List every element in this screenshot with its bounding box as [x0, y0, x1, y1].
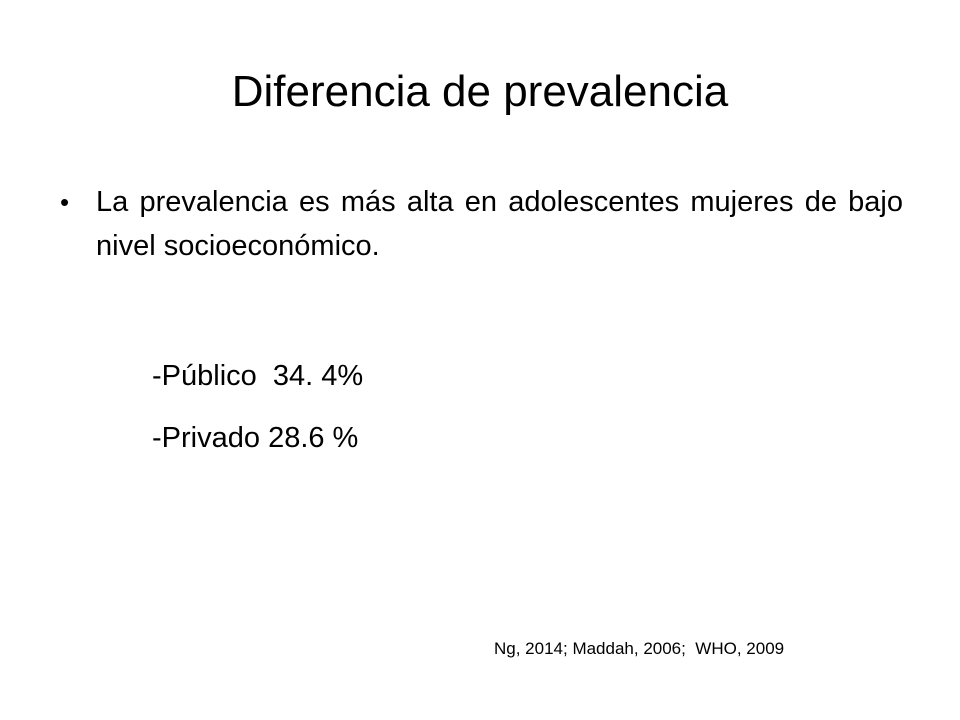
publico-line: -Público 34. 4% [152, 356, 363, 396]
bullet-marker: • [60, 187, 70, 217]
publico-value: 34. 4% [272, 360, 364, 392]
citation: Ng, 2014; Maddah, 2006; WHO, 2009 [494, 639, 785, 658]
bullet-text: La prevalencia es más alta en adolescent… [96, 186, 903, 262]
publico-label: -Público [152, 360, 257, 392]
privado-line: -Privado 28.6 % [152, 418, 358, 458]
privado-value: 28.6 % [268, 422, 359, 454]
bullet-item: • La prevalencia es más alta en adolesce… [60, 180, 903, 268]
slide-title: Diferencia de prevalencia [231, 67, 729, 116]
privado-label: -Privado [152, 422, 260, 454]
